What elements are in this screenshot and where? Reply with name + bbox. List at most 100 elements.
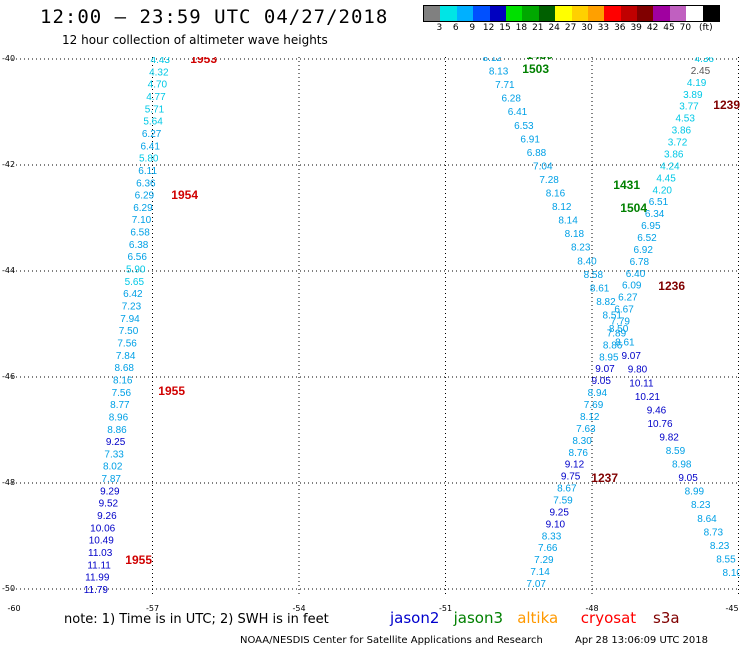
color-scale-label: 70	[679, 23, 692, 33]
color-scale-label: 9	[469, 23, 476, 33]
descending-track-value: 9.07	[621, 351, 641, 362]
color-swatch	[604, 6, 621, 21]
color-swatch	[669, 6, 687, 21]
descending-track-value: 9.05	[678, 473, 698, 484]
color-scale-label: 21	[532, 23, 544, 33]
descending-track-value: 8.23	[710, 541, 730, 552]
right-track-value: 3.72	[668, 138, 688, 149]
left-track-value: 5.65	[125, 277, 145, 288]
descending-track-value: 7.71	[495, 80, 515, 91]
color-scale-label: 15	[499, 23, 511, 33]
left-track-value: 7.23	[122, 302, 142, 313]
right-track-value: 7.59	[553, 495, 573, 506]
right-track-value: 6.51	[649, 197, 669, 208]
color-scale-label: 33	[597, 23, 610, 33]
color-swatch	[456, 6, 474, 21]
right-track-value: 6.67	[614, 305, 634, 316]
left-track-value: 7.94	[120, 314, 140, 325]
left-track-value: 9.25	[106, 437, 126, 448]
descending-track-value: 8.16	[546, 189, 566, 200]
descending-track-value: 8.13	[489, 67, 509, 78]
left-track-value: 7.33	[104, 449, 124, 460]
descending-track-value: 8.61	[590, 283, 610, 294]
right-track-value: 4.20	[653, 185, 673, 196]
x-tick-label: -45	[725, 604, 739, 613]
descending-track-value: 10.76	[647, 419, 672, 430]
right-track-value: 8.86	[603, 340, 623, 351]
left-track-time: 1955	[125, 553, 152, 567]
left-track-value: 11.11	[87, 560, 111, 571]
descending-track-value: 8.40	[577, 256, 597, 267]
right-track-value: 7.29	[534, 555, 554, 566]
descending-track-value: 7.28	[539, 175, 559, 186]
descending-track-value: 8.23	[571, 243, 591, 254]
x-tick-label: -51	[438, 604, 453, 613]
color-scale-label: 6	[452, 23, 459, 33]
right-track-value: 6.92	[633, 245, 653, 256]
color-scale-label: 36	[614, 23, 626, 33]
satellite-legend-altika: altika	[517, 609, 559, 627]
right-track-value: 6.52	[637, 233, 657, 244]
right-track-value: 9.07	[595, 364, 615, 375]
color-scale-label: 3	[436, 23, 443, 33]
left-track-value: 4.77	[146, 92, 166, 103]
right-track-value: 8.94	[588, 388, 608, 399]
left-track-value: 8.16	[113, 375, 133, 386]
right-track-value: 4.36	[695, 57, 715, 65]
descending-track-value: 8.51	[603, 311, 623, 322]
right-track-value: 7.63	[576, 424, 596, 435]
color-scale-label: 30	[581, 23, 593, 33]
descending-track-value: 8.61	[615, 338, 635, 349]
left-track-value: 6.38	[129, 240, 149, 251]
left-track-value: 8.96	[109, 412, 129, 423]
color-swatch	[538, 6, 556, 21]
descending-track-value: 8.14	[558, 216, 578, 227]
x-tick-label: -60	[7, 604, 21, 613]
left-track-value: 4.70	[148, 80, 168, 91]
right-track-value: 7.14	[530, 567, 550, 578]
right-track-value: 8.95	[599, 352, 619, 363]
color-swatch	[555, 6, 572, 21]
color-swatch	[620, 6, 638, 21]
left-track-value: 10.06	[90, 523, 115, 534]
color-swatch	[522, 6, 539, 21]
satellite-legend-s3a: s3a	[653, 609, 680, 627]
map-title: 12:00 — 23:59 UTC 04/27/2018	[40, 6, 389, 28]
x-tick-label: -48	[585, 604, 599, 613]
y-tick-label: -44	[2, 266, 16, 275]
left-track-value: 4.43	[151, 57, 171, 66]
left-track-value: 5.64	[143, 117, 163, 128]
descending-track-value: 10.21	[635, 392, 660, 403]
left-track-value: 9.52	[99, 499, 119, 510]
descending-track-value: 8.10	[723, 568, 740, 579]
descending-track-value: 8.12	[483, 57, 503, 64]
y-tick-label: -48	[2, 478, 16, 487]
x-tick-label: -54	[292, 604, 306, 613]
y-tick-label: -46	[2, 372, 16, 381]
descending-track-value: 9.46	[647, 405, 667, 416]
descending-track-value: 8.12	[552, 202, 572, 213]
right-track-value: 9.75	[561, 472, 581, 483]
right-track-value: 6.09	[622, 281, 642, 292]
descending-track-value: 9.82	[659, 432, 679, 443]
descending-track-value: 8.59	[666, 446, 686, 457]
descending-track-value: 6.41	[508, 107, 528, 118]
left-track-value: 5.80	[139, 154, 159, 165]
left-track-value: 7.50	[119, 326, 139, 337]
left-track-time: 1955	[158, 384, 185, 398]
color-scale-label: 24	[548, 23, 560, 33]
color-scale-label: 45	[663, 23, 675, 33]
right-track-value: 8.12	[580, 412, 600, 423]
left-track-value: 6.42	[123, 289, 143, 300]
satellite-legend-jason3: jason3	[453, 609, 503, 627]
descending-track-value: 8.58	[584, 270, 604, 281]
right-track-value: 4.19	[687, 78, 707, 89]
left-track-value: 4.32	[149, 67, 169, 78]
left-track-value: 8.77	[110, 400, 130, 411]
right-track-value: 6.40	[626, 269, 646, 280]
descending-track-value: 10.11	[629, 378, 654, 389]
right-track-value: 3.89	[683, 90, 703, 101]
color-swatch	[686, 6, 703, 21]
descending-track-value: 8.18	[565, 229, 585, 240]
right-track-value: 4.53	[675, 114, 695, 125]
